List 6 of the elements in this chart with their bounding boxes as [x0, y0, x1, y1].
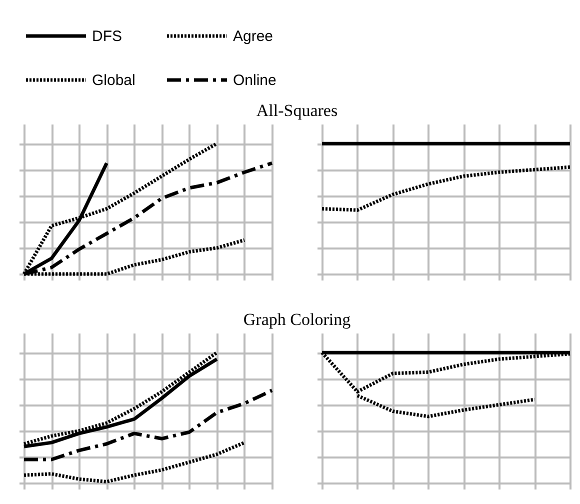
legend-label: DFS [92, 28, 122, 45]
legend-label: Global [92, 72, 136, 89]
chart-title: All-Squares [256, 101, 338, 120]
legend-label: Online [233, 72, 276, 89]
legend-label: Agree [233, 28, 274, 45]
chart-title: Graph Coloring [243, 310, 352, 329]
